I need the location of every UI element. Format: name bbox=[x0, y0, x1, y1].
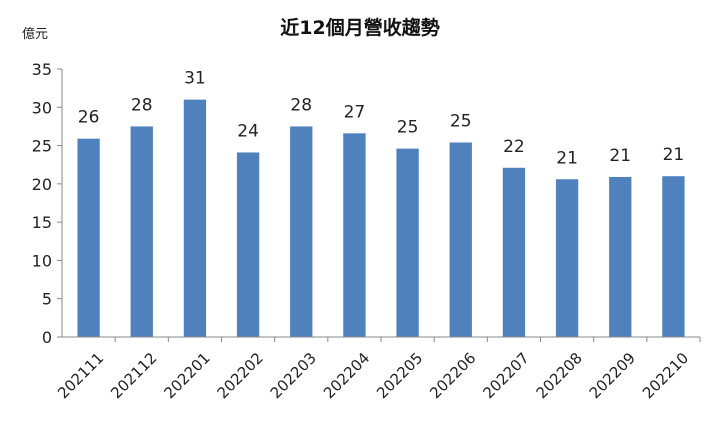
data-label: 21 bbox=[609, 146, 631, 166]
bar bbox=[662, 176, 685, 337]
bar bbox=[77, 138, 100, 337]
data-label: 25 bbox=[397, 118, 419, 138]
x-category-label: 202203 bbox=[267, 349, 320, 402]
chart-title: 近12個月營收趨勢 bbox=[280, 16, 439, 39]
bar bbox=[555, 179, 579, 337]
data-label: 26 bbox=[78, 108, 100, 128]
x-category-label: 202209 bbox=[586, 349, 639, 402]
bar bbox=[236, 152, 260, 337]
data-label: 21 bbox=[663, 145, 685, 165]
x-category-label: 202112 bbox=[107, 349, 160, 402]
y-tick-label: 35 bbox=[32, 60, 52, 79]
y-axis-unit-label: 億元 bbox=[22, 26, 48, 42]
data-label: 28 bbox=[131, 95, 153, 115]
data-labels: 26 28 31 24 28 27 25 25 22 21 21 21 bbox=[78, 69, 684, 169]
y-axis: 0 5 10 15 20 25 30 35 bbox=[32, 60, 62, 347]
bar bbox=[290, 126, 313, 337]
bar bbox=[396, 148, 419, 337]
x-category-label: 202210 bbox=[639, 349, 692, 402]
x-category-label: 202206 bbox=[426, 349, 479, 402]
y-tick-label: 5 bbox=[42, 290, 52, 309]
y-tick-label: 10 bbox=[32, 251, 52, 270]
data-label: 24 bbox=[237, 121, 259, 141]
bar bbox=[130, 126, 153, 337]
bar-series bbox=[77, 99, 685, 337]
x-category-label: 202205 bbox=[373, 349, 426, 402]
bar bbox=[609, 176, 632, 337]
bar bbox=[449, 142, 472, 337]
x-category-label: 202207 bbox=[479, 349, 532, 402]
y-tick-label: 15 bbox=[32, 213, 52, 232]
data-label: 28 bbox=[290, 95, 312, 115]
data-label: 22 bbox=[503, 137, 525, 157]
data-label: 31 bbox=[184, 69, 206, 89]
x-category-label: 202111 bbox=[54, 349, 107, 402]
x-category-label: 202202 bbox=[214, 349, 267, 402]
x-axis: 202111 202112 202201 202202 202203 202204 2022… bbox=[54, 337, 701, 402]
y-tick-label: 30 bbox=[32, 98, 52, 117]
y-tick-label: 25 bbox=[32, 137, 52, 156]
bar bbox=[502, 167, 526, 337]
y-tick-label: 20 bbox=[32, 175, 52, 194]
x-category-label: 202204 bbox=[320, 349, 373, 402]
x-category-label: 202208 bbox=[533, 349, 586, 402]
x-category-label: 202201 bbox=[160, 349, 213, 402]
data-label: 25 bbox=[450, 112, 472, 132]
bar bbox=[183, 99, 207, 337]
y-tick-label: 0 bbox=[42, 328, 52, 347]
bar bbox=[343, 133, 366, 337]
data-label: 21 bbox=[556, 148, 578, 168]
data-label: 27 bbox=[344, 102, 366, 122]
